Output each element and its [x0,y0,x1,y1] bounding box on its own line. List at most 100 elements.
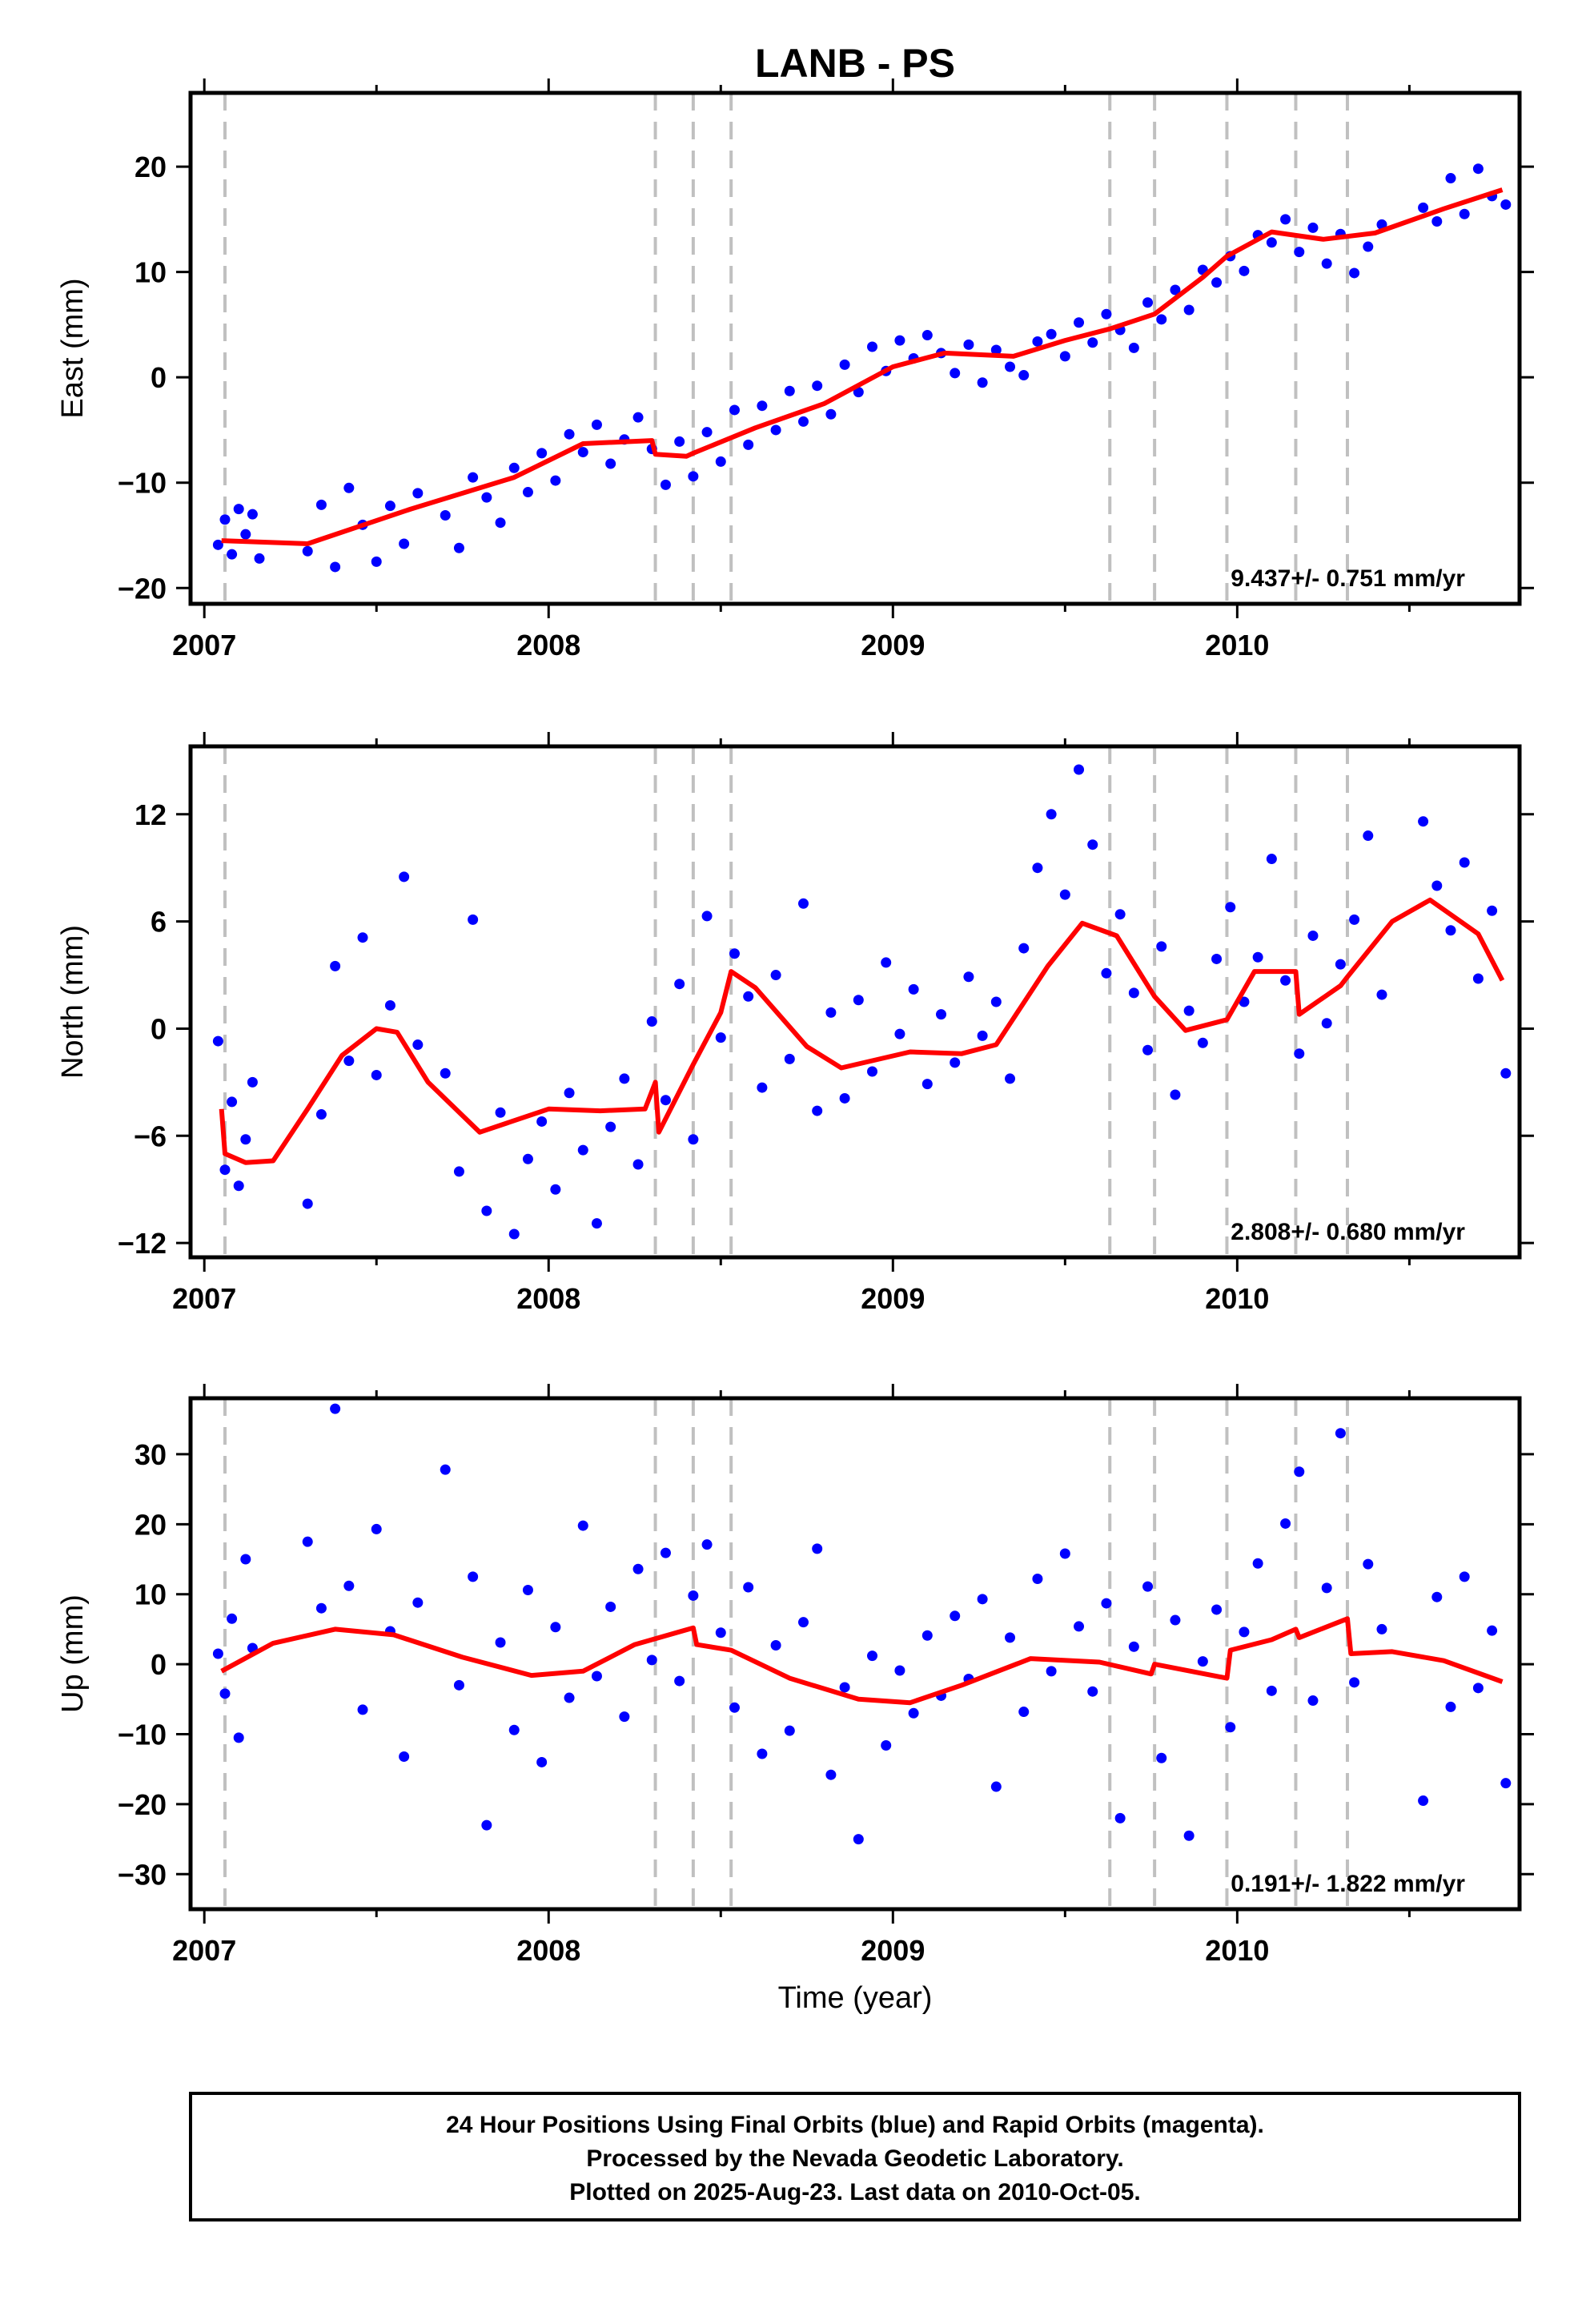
panel-1: 2007 2008 2009 2010 −20 −10 0 10 20 East (mm) 9.43… [56,78,1534,661]
data-point [784,385,795,396]
data-point [399,871,410,883]
data-point [646,1655,657,1666]
data-point [1500,1778,1512,1789]
data-point [577,1144,588,1156]
data-point [853,1834,864,1845]
data-point [825,1007,837,1018]
y-tick-label: −20 [118,572,167,605]
data-point [963,339,974,350]
data-point [812,380,823,392]
x-tick-label: 2010 [1205,1934,1269,1967]
data-point [1487,1625,1498,1636]
data-point [839,1682,850,1693]
data-point [853,387,864,398]
data-point [1335,959,1346,970]
data-point [227,1096,238,1108]
data-point [950,1057,961,1068]
fit-line [220,1616,1504,1706]
data-point [453,1166,464,1177]
data-point [536,448,548,459]
data-point [1128,342,1139,353]
y-tick-label: 0 [151,361,167,394]
data-point [1183,1830,1195,1841]
data-point [729,1702,740,1713]
data-point [619,1073,630,1084]
data-point [1142,1581,1154,1592]
data-point [1183,1005,1195,1016]
data-point [936,1009,947,1020]
data-point [977,1594,988,1605]
data-point [825,1769,837,1780]
data-point [399,538,410,549]
data-point [1211,953,1223,964]
data-point [1294,247,1305,258]
data-point [812,1543,823,1554]
data-point [481,492,492,503]
x-tick-label: 2009 [861,1282,925,1315]
data-point [564,428,575,440]
data-point [715,456,726,467]
data-point [302,1198,313,1209]
data-point [1431,880,1443,891]
fit-line [219,897,1505,1165]
data-point [1307,930,1319,941]
data-point [1101,1598,1112,1609]
data-point [1059,351,1070,362]
data-point [1197,1656,1208,1667]
data-point [990,1781,1002,1792]
data-point [1307,222,1319,233]
data-point [412,1039,424,1051]
data-point [660,1095,671,1106]
data-point [605,1121,616,1132]
data-point [1128,1641,1139,1652]
data-point [536,1116,548,1127]
data-point [550,1184,561,1195]
data-point [770,970,781,981]
data-point [1142,297,1154,308]
data-point [1363,830,1374,842]
data-point [1005,1632,1016,1643]
data-point [508,462,520,473]
data-point [632,1563,644,1574]
data-point [1418,202,1429,213]
data-point [977,377,988,388]
data-point [468,914,479,925]
data-point [440,1068,451,1079]
data-point [468,472,479,483]
data-point [212,1035,223,1047]
x-tick-label: 2007 [172,1282,236,1315]
data-point [550,1622,561,1633]
x-tick-label: 2008 [516,1934,580,1967]
data-point [1459,208,1470,219]
data-point [343,482,355,493]
data-point [227,549,238,560]
data-point [591,1218,602,1229]
data-point [1087,839,1098,850]
data-point [881,957,892,968]
data-point [1500,1068,1512,1079]
data-point [990,996,1002,1007]
data-point [1252,951,1263,963]
panel-frame [188,1396,1522,1912]
y-tick-label: 10 [135,1578,167,1611]
data-point [1472,163,1484,175]
data-point [757,1748,768,1759]
data-point [1239,265,1250,276]
y-tick-label: 20 [135,151,167,183]
data-point [302,545,313,557]
data-point [508,1724,520,1735]
data-point [1005,361,1016,372]
data-point [605,458,616,469]
data-point [853,995,864,1006]
data-point [1225,902,1236,913]
data-point [1032,336,1043,347]
data-point [412,488,424,499]
data-point [1294,1048,1305,1059]
data-point [729,404,740,416]
y-tick-label: 0 [151,1012,167,1045]
data-point [522,1153,533,1164]
data-point [1046,809,1057,820]
data-point [247,509,258,520]
chart-title: LANB - PS [755,41,955,86]
